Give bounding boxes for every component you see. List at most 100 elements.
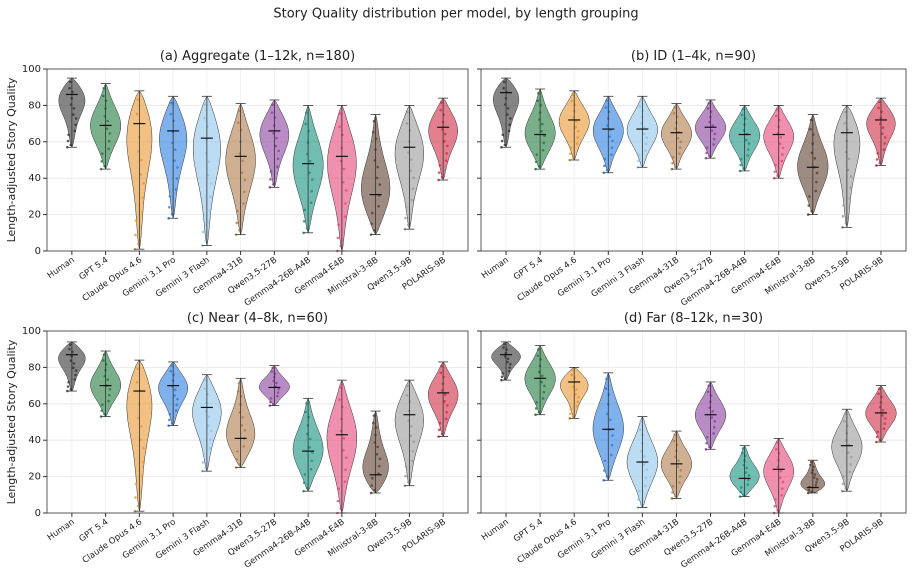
point [571,415,575,418]
point [542,390,546,394]
point [638,105,642,108]
point [311,178,314,182]
point [740,113,744,117]
point [173,159,176,162]
y-tick-label: 0 [35,246,41,257]
point [672,439,676,443]
point [206,392,209,396]
point [409,434,413,438]
point [713,132,717,136]
point [707,384,711,388]
point [68,80,72,84]
point [747,142,751,145]
point [639,98,642,102]
point [374,426,378,429]
point [507,129,511,133]
point [140,424,143,428]
point [876,430,879,434]
point [883,142,886,145]
point [102,87,106,90]
point [170,364,173,367]
point [639,163,643,167]
point [506,360,509,364]
point [815,171,819,175]
point [501,133,505,137]
point [174,409,178,412]
point [605,377,608,381]
panel-title: (b) ID (1–4k, n=90) [631,49,756,64]
point [238,463,241,466]
point [242,445,245,448]
point [708,154,711,158]
point [173,388,177,392]
point [302,481,306,485]
point [372,119,376,123]
point [134,219,138,222]
plot-frame [480,330,907,514]
point [208,447,212,450]
point [711,410,714,413]
point [506,357,510,360]
point [175,403,179,407]
point [66,385,70,388]
point [408,129,412,132]
point [140,158,143,162]
point [574,392,577,396]
point [344,468,347,471]
point [603,459,607,463]
point [303,208,307,212]
point [74,373,77,377]
point [270,111,274,114]
point [878,161,882,165]
y-tick-label: 40 [28,435,41,446]
point [642,132,646,136]
point [570,373,574,377]
point [405,122,409,125]
point [240,171,244,175]
point [847,451,850,454]
point [774,498,777,501]
point [167,205,171,209]
point [607,393,611,396]
point [500,139,504,143]
point [243,178,247,182]
point [338,112,342,115]
point [571,156,575,159]
point [202,217,205,220]
point [810,490,814,494]
point [641,109,645,112]
point [238,228,241,232]
x-tick-label: Claude Opus 4.6 [516,517,579,566]
point [71,113,75,116]
point [709,394,713,397]
point [809,118,813,122]
point [639,503,643,506]
point [541,397,545,400]
point [675,443,679,446]
point [842,475,845,478]
point [173,394,176,397]
point [374,137,378,141]
y-axis-label: Length-adjusted Story Quality [5,77,18,242]
point [637,153,641,156]
point [440,175,444,179]
point [569,407,573,411]
point [276,157,280,161]
point [844,221,848,225]
point [775,447,778,451]
point [343,215,347,218]
point [671,155,675,159]
point [303,473,307,476]
point [573,376,577,379]
point [604,106,608,109]
point [877,100,881,104]
point [779,469,783,473]
point [741,107,745,111]
point [746,154,749,157]
point [241,159,244,163]
point [779,135,783,139]
point [678,146,682,150]
point [104,99,108,103]
point [773,504,777,508]
figure-title: Story Quality distribution per model, by… [273,7,638,22]
